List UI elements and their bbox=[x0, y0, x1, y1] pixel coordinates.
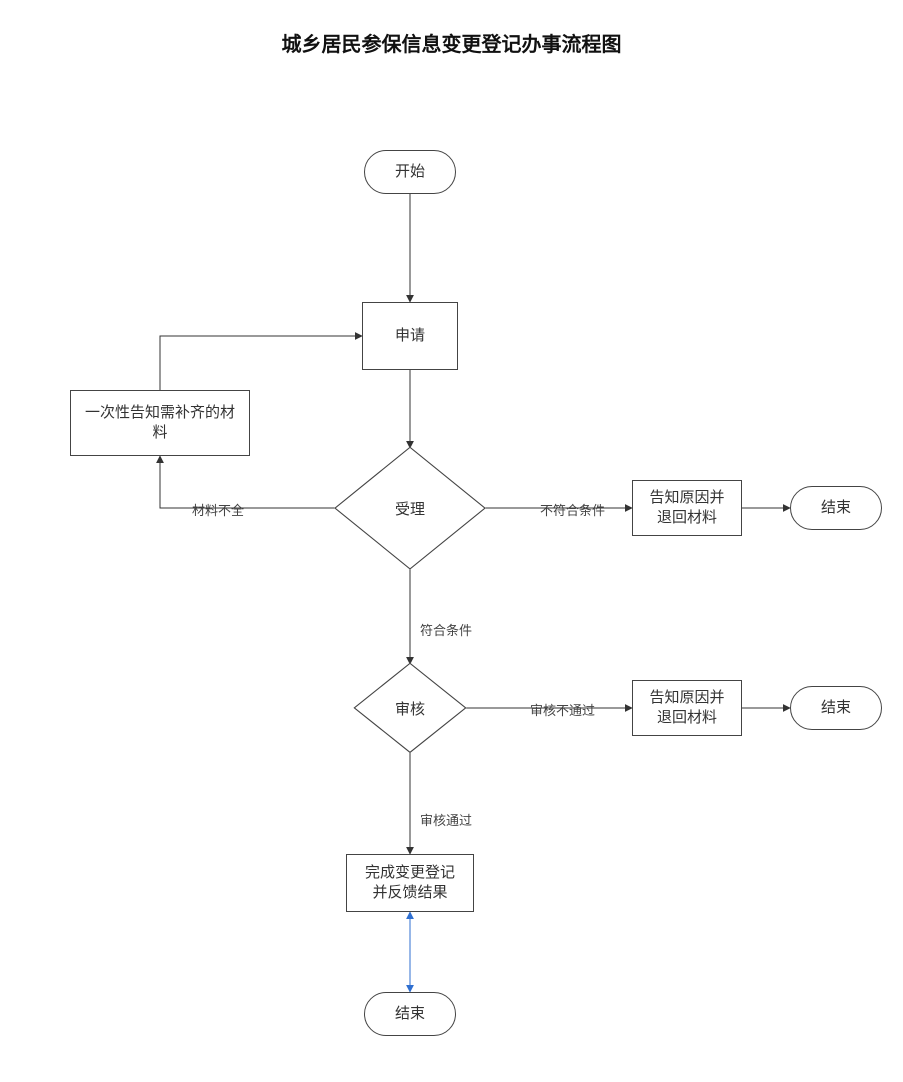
decision-label-review: 审核 bbox=[355, 664, 465, 752]
process-apply: 申请 bbox=[362, 302, 458, 370]
terminator-end2: 结束 bbox=[790, 686, 882, 730]
decision-accept: 受理 bbox=[336, 448, 484, 568]
edge-accept-supplement bbox=[160, 456, 336, 508]
process-supplement: 一次性告知需补齐的材 料 bbox=[70, 390, 250, 456]
edge-label-review-complete: 审核通过 bbox=[420, 810, 472, 829]
page-title: 城乡居民参保信息变更登记办事流程图 bbox=[0, 28, 903, 57]
edge-supplement-apply bbox=[160, 336, 362, 390]
terminator-end1: 结束 bbox=[790, 486, 882, 530]
decision-label-accept: 受理 bbox=[336, 448, 484, 568]
edge-label-review-reject2: 审核不通过 bbox=[530, 700, 595, 719]
edge-label-accept-supplement: 材料不全 bbox=[192, 500, 244, 519]
edge-label-accept-review: 符合条件 bbox=[420, 620, 472, 639]
process-reject1: 告知原因并 退回材料 bbox=[632, 480, 742, 536]
terminator-end3: 结束 bbox=[364, 992, 456, 1036]
decision-review: 审核 bbox=[355, 664, 465, 752]
process-reject2: 告知原因并 退回材料 bbox=[632, 680, 742, 736]
process-complete: 完成变更登记 并反馈结果 bbox=[346, 854, 474, 912]
edge-label-accept-reject1: 不符合条件 bbox=[540, 500, 605, 519]
flowchart-canvas: 城乡居民参保信息变更登记办事流程图 开始申请一次性告知需补齐的材 料受理告知原因… bbox=[0, 0, 903, 1082]
terminator-start: 开始 bbox=[364, 150, 456, 194]
